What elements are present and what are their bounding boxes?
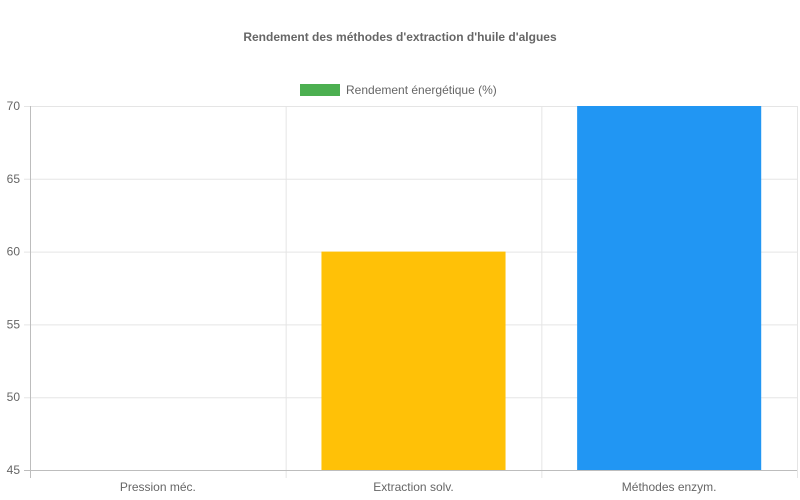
y-tick-label: 50 (7, 390, 21, 404)
legend-label: Rendement énergétique (%) (346, 83, 497, 97)
axes (24, 106, 797, 478)
bar[interactable] (577, 106, 762, 470)
x-tick-label: Extraction solv. (373, 480, 453, 494)
bars (321, 106, 762, 470)
y-tick-label: 55 (7, 317, 21, 331)
bar[interactable] (321, 251, 506, 470)
y-tick-label: 65 (7, 172, 21, 186)
y-axis-ticks: 45 50 55 60 65 70 (7, 99, 21, 477)
y-tick-label: 60 (7, 245, 21, 259)
chart-title: Rendement des méthodes d'extraction d'hu… (243, 30, 557, 44)
legend[interactable]: Rendement énergétique (%) (300, 83, 497, 97)
y-tick-label: 45 (7, 463, 21, 477)
legend-swatch (300, 84, 340, 96)
y-tick-label: 70 (7, 99, 21, 113)
x-tick-label: Pression méc. (120, 480, 196, 494)
x-tick-label: Méthodes enzym. (622, 480, 717, 494)
x-axis-ticks: Pression méc. Extraction solv. Méthodes en… (120, 480, 717, 494)
